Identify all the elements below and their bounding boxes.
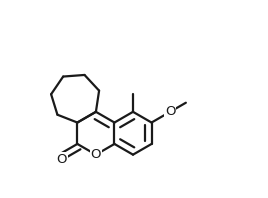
Text: O: O — [165, 105, 175, 118]
Text: O: O — [56, 153, 67, 166]
Text: O: O — [91, 148, 101, 161]
